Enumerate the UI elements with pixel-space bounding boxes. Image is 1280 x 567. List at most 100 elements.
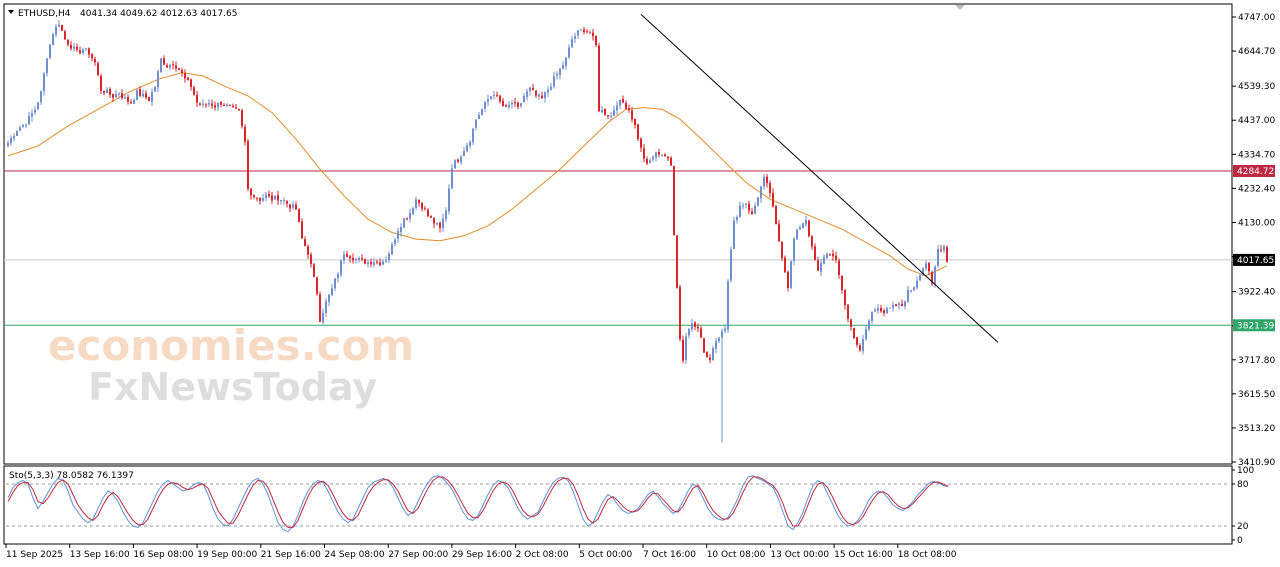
bull-candle [445, 210, 447, 220]
bear-candle [883, 310, 885, 314]
bear-candle [250, 188, 252, 196]
bear-candle [583, 29, 585, 33]
bull-candle [10, 137, 12, 144]
bull-candle [322, 312, 324, 323]
bear-candle [625, 103, 627, 109]
stoch-title: Sto(5,3,3) 78.0582 76.1397 [9, 471, 134, 481]
bear-candle [103, 90, 105, 93]
bull-candle [802, 223, 804, 229]
moving-average-line [7, 72, 948, 277]
stoch-y-label: 80 [1237, 480, 1249, 490]
bear-candle [244, 126, 246, 142]
bear-candle [643, 148, 645, 159]
bear-candle [535, 90, 537, 96]
dropdown-triangle-icon[interactable] [8, 10, 14, 14]
bear-candle [856, 337, 858, 345]
bull-candle [142, 93, 144, 97]
bear-candle [775, 206, 777, 225]
bear-candle [631, 110, 633, 120]
x-tick-label: 27 Sep 00:00 [388, 550, 448, 560]
bear-candle [622, 99, 624, 103]
y-tick-label: 4130.00 [1238, 218, 1275, 228]
bear-candle [235, 107, 237, 109]
bear-candle [787, 271, 789, 288]
bull-candle [712, 348, 714, 360]
bear-candle [859, 345, 861, 351]
bear-candle [70, 44, 72, 49]
x-tick-label: 24 Sep 08:00 [325, 550, 385, 560]
x-tick-label: 10 Oct 08:00 [707, 550, 766, 560]
bear-candle [901, 303, 903, 307]
bull-candle [922, 268, 924, 276]
bear-candle [844, 289, 846, 306]
bull-candle [661, 155, 663, 157]
bear-candle [676, 235, 678, 288]
bear-candle [67, 39, 69, 45]
bull-candle [13, 135, 15, 139]
bear-candle [301, 221, 303, 239]
bear-candle [298, 208, 300, 222]
bear-candle [784, 257, 786, 273]
bull-candle [52, 34, 54, 46]
main-panel-frame [3, 3, 1233, 465]
bull-candle [58, 24, 60, 27]
x-tick-label: 5 Oct 00:00 [579, 550, 632, 560]
y-tick-label: 4539.30 [1238, 82, 1275, 92]
bull-candle [436, 223, 438, 225]
bull-candle [274, 195, 276, 200]
bull-candle [892, 304, 894, 308]
y-tick-label: 4232.40 [1238, 184, 1275, 194]
bull-candle [490, 96, 492, 100]
bull-candle [331, 288, 333, 296]
bear-candle [304, 239, 306, 246]
bull-candle [529, 87, 531, 92]
scroll-marker-icon[interactable] [955, 5, 965, 10]
bear-candle [664, 154, 666, 157]
bull-candle [475, 119, 477, 128]
bear-candle [256, 197, 258, 199]
bull-candle [805, 220, 807, 225]
bear-candle [514, 102, 516, 104]
support-price-tag [1233, 319, 1275, 332]
bull-candle [265, 194, 267, 198]
bear-candle [709, 357, 711, 360]
bear-candle [193, 87, 195, 95]
bear-candle [406, 217, 408, 219]
bear-candle [424, 208, 426, 210]
bear-candle [178, 68, 180, 70]
y-tick-label: 3717.80 [1238, 356, 1275, 366]
stoch-signal-line [7, 476, 949, 528]
bull-candle [487, 99, 489, 102]
bear-candle [694, 322, 696, 327]
bull-candle [538, 94, 540, 97]
bull-candle [724, 328, 726, 331]
bear-candle [97, 63, 99, 75]
bear-candle [700, 328, 702, 338]
bull-candle [820, 262, 822, 272]
x-tick-label: 11 Sep 2025 [6, 550, 63, 560]
y-tick-label: 4334.70 [1238, 150, 1275, 160]
x-tick-label: 13 Sep 16:00 [70, 550, 130, 560]
bear-candle [430, 215, 432, 218]
bull-candle [553, 76, 555, 87]
bull-candle [82, 49, 84, 54]
bear-candle [220, 101, 222, 105]
bear-candle [352, 258, 354, 261]
bear-candle [418, 199, 420, 204]
y-tick-label: 3922.40 [1238, 288, 1275, 298]
bull-candle [466, 145, 468, 152]
bull-candle [382, 261, 384, 265]
bull-candle [43, 73, 45, 92]
bear-candle [370, 261, 372, 265]
bull-candle [451, 168, 453, 188]
bull-candle [373, 262, 375, 266]
bear-candle [88, 48, 90, 55]
bull-candle [727, 281, 729, 330]
watermark-economies: economies.com [48, 321, 414, 370]
bear-candle [589, 32, 591, 34]
bull-candle [154, 86, 156, 92]
bear-candle [853, 327, 855, 338]
bear-candle [319, 294, 321, 322]
bull-candle [16, 130, 18, 136]
